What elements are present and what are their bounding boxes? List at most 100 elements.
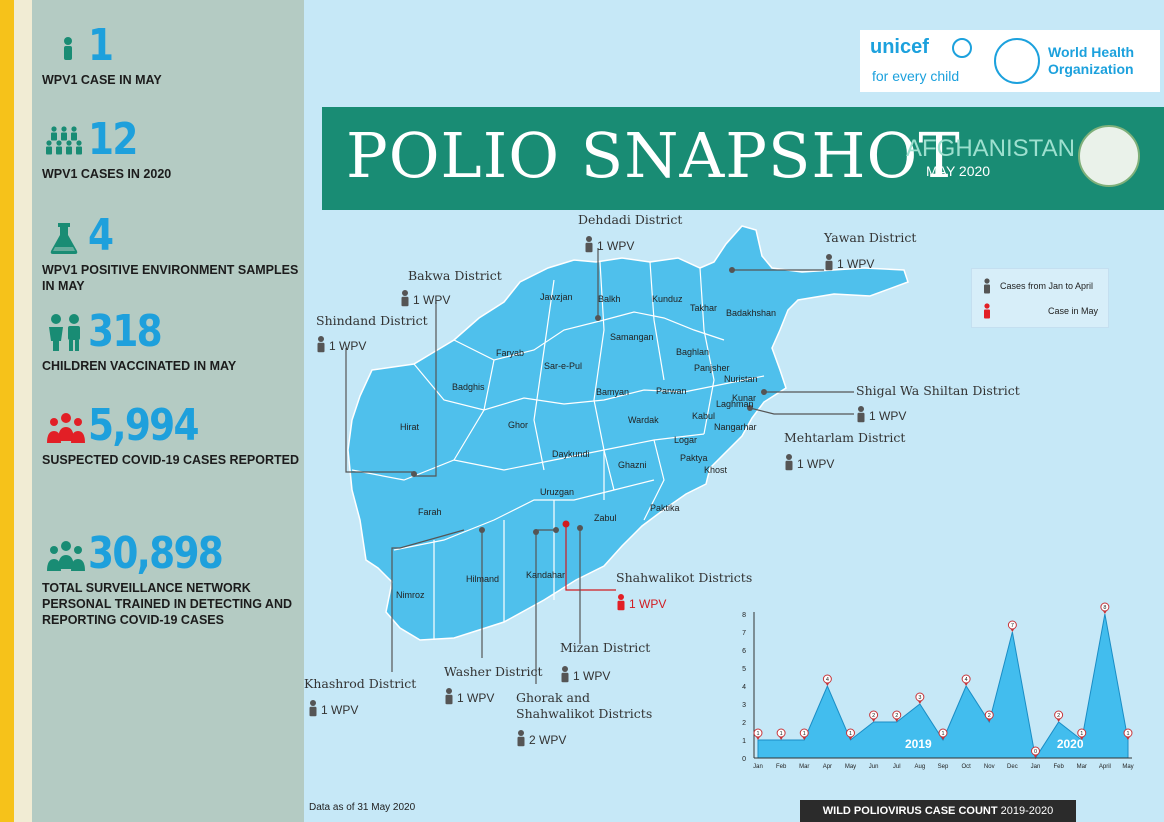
district-annotation: Dehdadi District 1 WPV: [578, 212, 682, 253]
unicef-wordmark: unicef: [870, 36, 929, 58]
chart-data-label: 1: [803, 731, 806, 737]
province-label: Sar-e-Pul: [544, 361, 582, 371]
chart-data-point: 3: [915, 692, 925, 704]
district-annotation: Washer District 1 WPV: [444, 664, 542, 705]
chart-data-label: 7: [1011, 623, 1014, 629]
chart-title-years: 2019-2020: [1000, 805, 1054, 817]
unicef-tagline: for every child: [872, 68, 960, 84]
province-label: Kunar: [732, 393, 756, 403]
district-name: Washer District: [444, 664, 542, 679]
stat-value: 318: [88, 306, 163, 357]
stat-value: 4: [88, 210, 114, 261]
district-name: Bakwa District: [408, 268, 502, 283]
district-annotation: Mehtarlam District 1 WPV: [784, 430, 905, 471]
stat-label: WPV1 POSITIVE ENVIRONMENT SAMPLES IN MAY: [42, 263, 299, 293]
chart-data-point: 4: [822, 674, 832, 686]
district-case-count: 1 WPV: [797, 457, 834, 471]
report-date: MAY 2020: [926, 163, 991, 179]
stat-value: 1: [88, 20, 114, 71]
district-annotations: Dehdadi District 1 WPV Yawan District 1 WPV…: [304, 212, 1020, 747]
who-name-line1: World Health: [1048, 44, 1135, 60]
y-tick-label: 7: [742, 630, 746, 637]
province-label: Daykundi: [552, 449, 590, 459]
province-label: Badakhshan: [726, 308, 776, 318]
province-label: Laghman: [716, 399, 754, 409]
y-tick-label: 3: [742, 702, 746, 709]
chart-data-label: 4: [826, 677, 829, 683]
team-icon: [42, 533, 88, 575]
province-label: Hilmand: [466, 574, 499, 584]
case-person-icon: [857, 406, 865, 423]
chart-data-label: 1: [849, 731, 852, 737]
x-tick-label: Oct: [961, 764, 971, 770]
x-tick-label: Apr: [823, 764, 832, 770]
chart-data-label: 3: [918, 695, 921, 701]
chart-data-label: 4: [965, 677, 968, 683]
district-name-line2: Shahwalikot Districts: [516, 706, 652, 721]
province-label: Ghor: [508, 420, 528, 430]
case-count-chart: 0 1 2 3 4 5 6 7 8 Jan Feb Mar Apr May Jun Jul Aug Sep Oct N…: [742, 602, 1134, 770]
stat-wpv1-may: 1 WPV1 CASE IN MAY: [42, 22, 300, 88]
children-icon: [42, 311, 88, 353]
legend-label: Case in May: [1048, 306, 1099, 316]
case-person-icon: [317, 336, 325, 353]
polio-emblem-icon: [1078, 125, 1140, 187]
chart-data-point: 1: [1077, 728, 1087, 740]
chart-data-point: 1: [799, 728, 809, 740]
y-tick-label: 6: [742, 648, 746, 655]
province-label: Badghis: [452, 382, 485, 392]
chart-data-label: 1: [780, 731, 783, 737]
who-name-line2: Organization: [1048, 61, 1134, 77]
case-person-icon: [309, 700, 317, 717]
x-tick-label: Mar: [799, 764, 809, 770]
country-label: AFGHANISTAN: [906, 135, 1075, 162]
province-label: Khost: [704, 465, 728, 475]
chart-data-point: 1: [753, 728, 763, 740]
district-annotation: Mizan District 1 WPV: [560, 640, 650, 683]
district-name: Ghorak and: [516, 690, 590, 705]
chart-data-point: 2: [1054, 710, 1064, 722]
y-tick-label: 1: [742, 738, 746, 745]
chart-data-label: 1: [1080, 731, 1083, 737]
province-label: Logar: [674, 435, 697, 445]
who-emblem-icon: [994, 38, 1040, 84]
stat-surveillance-trained: 30,898 TOTAL SURVEILLANCE NETWORK PERSON…: [42, 530, 300, 628]
province-label: Uruzgan: [540, 487, 574, 497]
stat-label: WPV1 CASE IN MAY: [42, 73, 162, 87]
unicef-logo: unicef for every child: [866, 34, 980, 88]
prior-case-person-icon: [984, 278, 990, 294]
chart-data-point: 1: [846, 728, 855, 740]
province-label: Jawzjan: [540, 292, 573, 302]
leader-lines: [345, 248, 854, 684]
district-name: Shahwalikot Districts: [616, 570, 752, 585]
x-tick-label: May: [845, 764, 856, 770]
stat-value: 12: [88, 114, 138, 165]
district-case-count: 1 WPV: [329, 339, 366, 353]
flask-icon: [42, 215, 88, 257]
chart-data-point: 2: [984, 710, 994, 722]
province-label: Nuristan: [724, 374, 758, 384]
district-annotation: Khashrod District 1 WPV: [304, 676, 416, 717]
chart-data-point: 4: [961, 674, 971, 686]
chart-title-text: WILD POLIOVIRUS CASE COUNT: [822, 805, 998, 817]
legend-label: Cases from Jan to April: [1000, 281, 1094, 291]
x-tick-label: Feb: [776, 764, 787, 770]
x-tick-label: April: [1099, 764, 1111, 770]
stat-value: 5,994: [88, 400, 200, 451]
district-markers: [411, 267, 767, 535]
stat-label: TOTAL SURVEILLANCE NETWORK PERSONAL TRAI…: [42, 581, 293, 627]
district-name: Khashrod District: [304, 676, 416, 691]
chart-data-point: 2: [892, 710, 902, 722]
chart-data-point: 7: [1007, 620, 1017, 632]
district-name: Shindand District: [316, 313, 428, 328]
district-case-count: 1 WPV: [413, 293, 450, 307]
case-person-icon: [445, 688, 453, 705]
chart-data-label: 2: [988, 713, 991, 719]
province-label: Faryab: [496, 348, 524, 358]
people-group-icon: [42, 119, 88, 161]
stat-label: SUSPECTED COVID-19 CASES REPORTED: [42, 453, 299, 467]
chart-data-label: 1: [1126, 731, 1129, 737]
province-label: Bamyan: [596, 387, 629, 397]
case-person-icon: [585, 236, 593, 253]
